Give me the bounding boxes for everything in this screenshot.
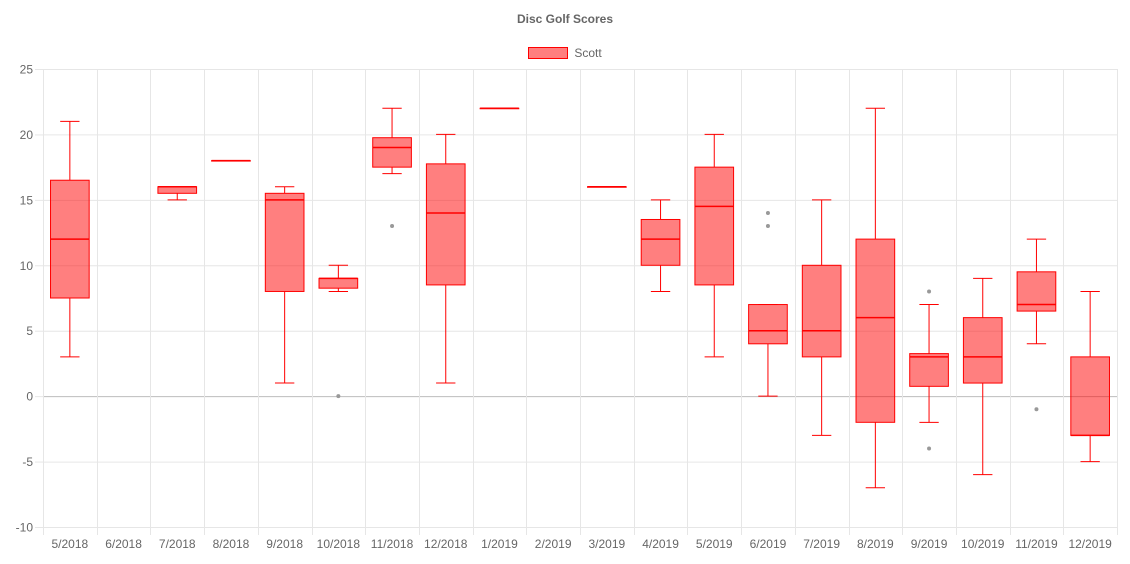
outlier-point [927, 446, 932, 451]
y-tick-label: 0 [26, 390, 33, 404]
box [425, 163, 466, 286]
x-tick-label: 7/2018 [159, 537, 196, 551]
x-tick-label: 9/2019 [911, 537, 948, 551]
x-tick-label: 11/2018 [371, 537, 414, 551]
y-tick-label: 15 [20, 193, 34, 207]
box [640, 218, 681, 266]
outlier-point [765, 224, 770, 229]
y-tick-label: 5 [26, 324, 33, 338]
box [318, 277, 359, 289]
box [372, 137, 412, 168]
box [694, 166, 735, 286]
legend[interactable]: Scott [0, 45, 1130, 60]
x-tick-label: 4/2019 [642, 537, 679, 551]
x-tick-label: 12/2018 [424, 537, 468, 551]
y-tick-label: 25 [20, 63, 34, 77]
y-tick-label: 10 [20, 259, 34, 273]
x-tick-label: 5/2019 [696, 537, 733, 551]
x-tick-label: 11/2019 [1015, 537, 1058, 551]
legend-swatch-scott[interactable] [528, 46, 569, 59]
y-tick-label: -10 [16, 521, 34, 535]
x-tick-label: 9/2018 [266, 537, 303, 551]
legend-label-scott[interactable]: Scott [574, 45, 602, 60]
box [264, 192, 305, 292]
y-tick-label: 20 [20, 128, 34, 142]
x-tick-label: 12/2019 [1068, 537, 1112, 551]
x-tick-label: 1/2019 [481, 537, 518, 551]
box [909, 353, 949, 387]
y-tick-label: -5 [22, 455, 33, 469]
x-tick-label: 10/2019 [961, 537, 1005, 551]
x-tick-label: 10/2018 [317, 537, 361, 551]
box [962, 317, 1003, 384]
x-tick-label: 3/2019 [588, 537, 625, 551]
box [801, 264, 842, 358]
outlier-point [765, 210, 770, 215]
box [855, 238, 896, 423]
x-tick-label: 8/2019 [857, 537, 894, 551]
outlier-point [390, 224, 395, 229]
x-tick-label: 8/2018 [213, 537, 250, 551]
box [157, 186, 198, 194]
x-tick-label: 7/2019 [803, 537, 840, 551]
chart-title: Disc Golf Scores [516, 12, 614, 26]
x-tick-label: 6/2019 [750, 537, 787, 551]
outlier-point [1034, 407, 1039, 412]
outlier-point [927, 289, 932, 294]
x-tick-label: 5/2018 [51, 537, 88, 551]
box [1070, 356, 1110, 436]
x-tick-label: 6/2018 [105, 537, 142, 551]
outlier-point [336, 394, 341, 399]
box [748, 304, 788, 345]
x-tick-label: 2/2019 [535, 537, 572, 551]
